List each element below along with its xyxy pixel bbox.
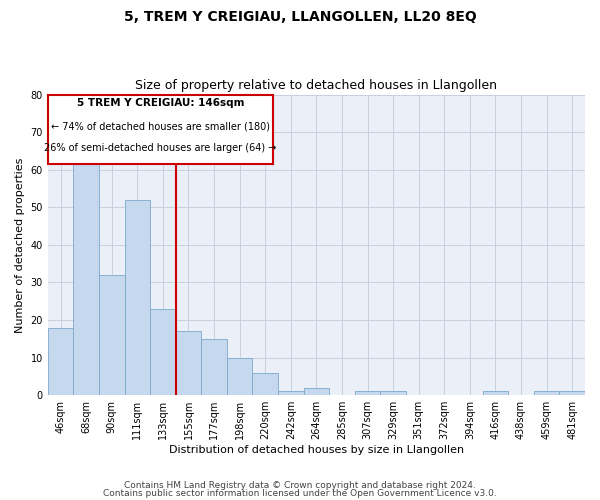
Bar (278, 392, 304, 395)
Bar (73, 151, 99, 395)
Bar (150, 309, 176, 395)
Bar (482, 392, 508, 395)
Bar (99, 275, 125, 395)
Bar (176, 332, 201, 395)
Bar (201, 339, 227, 395)
Bar (559, 392, 585, 395)
X-axis label: Distribution of detached houses by size in Llangollen: Distribution of detached houses by size … (169, 445, 464, 455)
Text: 5 TREM Y CREIGIAU: 146sqm: 5 TREM Y CREIGIAU: 146sqm (77, 98, 244, 108)
Title: Size of property relative to detached houses in Llangollen: Size of property relative to detached ho… (136, 79, 497, 92)
FancyBboxPatch shape (48, 94, 274, 164)
Bar (304, 388, 329, 395)
Bar (380, 392, 406, 395)
Text: 26% of semi-detached houses are larger (64) →: 26% of semi-detached houses are larger (… (44, 142, 277, 152)
Bar (48, 328, 73, 395)
Bar (125, 200, 150, 395)
Bar (355, 392, 380, 395)
Text: 5, TREM Y CREIGIAU, LLANGOLLEN, LL20 8EQ: 5, TREM Y CREIGIAU, LLANGOLLEN, LL20 8EQ (124, 10, 476, 24)
Text: Contains public sector information licensed under the Open Government Licence v3: Contains public sector information licen… (103, 488, 497, 498)
Y-axis label: Number of detached properties: Number of detached properties (15, 157, 25, 332)
Bar (253, 372, 278, 395)
Text: Contains HM Land Registry data © Crown copyright and database right 2024.: Contains HM Land Registry data © Crown c… (124, 481, 476, 490)
Text: ← 74% of detached houses are smaller (180): ← 74% of detached houses are smaller (18… (51, 122, 270, 132)
Bar (534, 392, 559, 395)
Bar (227, 358, 253, 395)
